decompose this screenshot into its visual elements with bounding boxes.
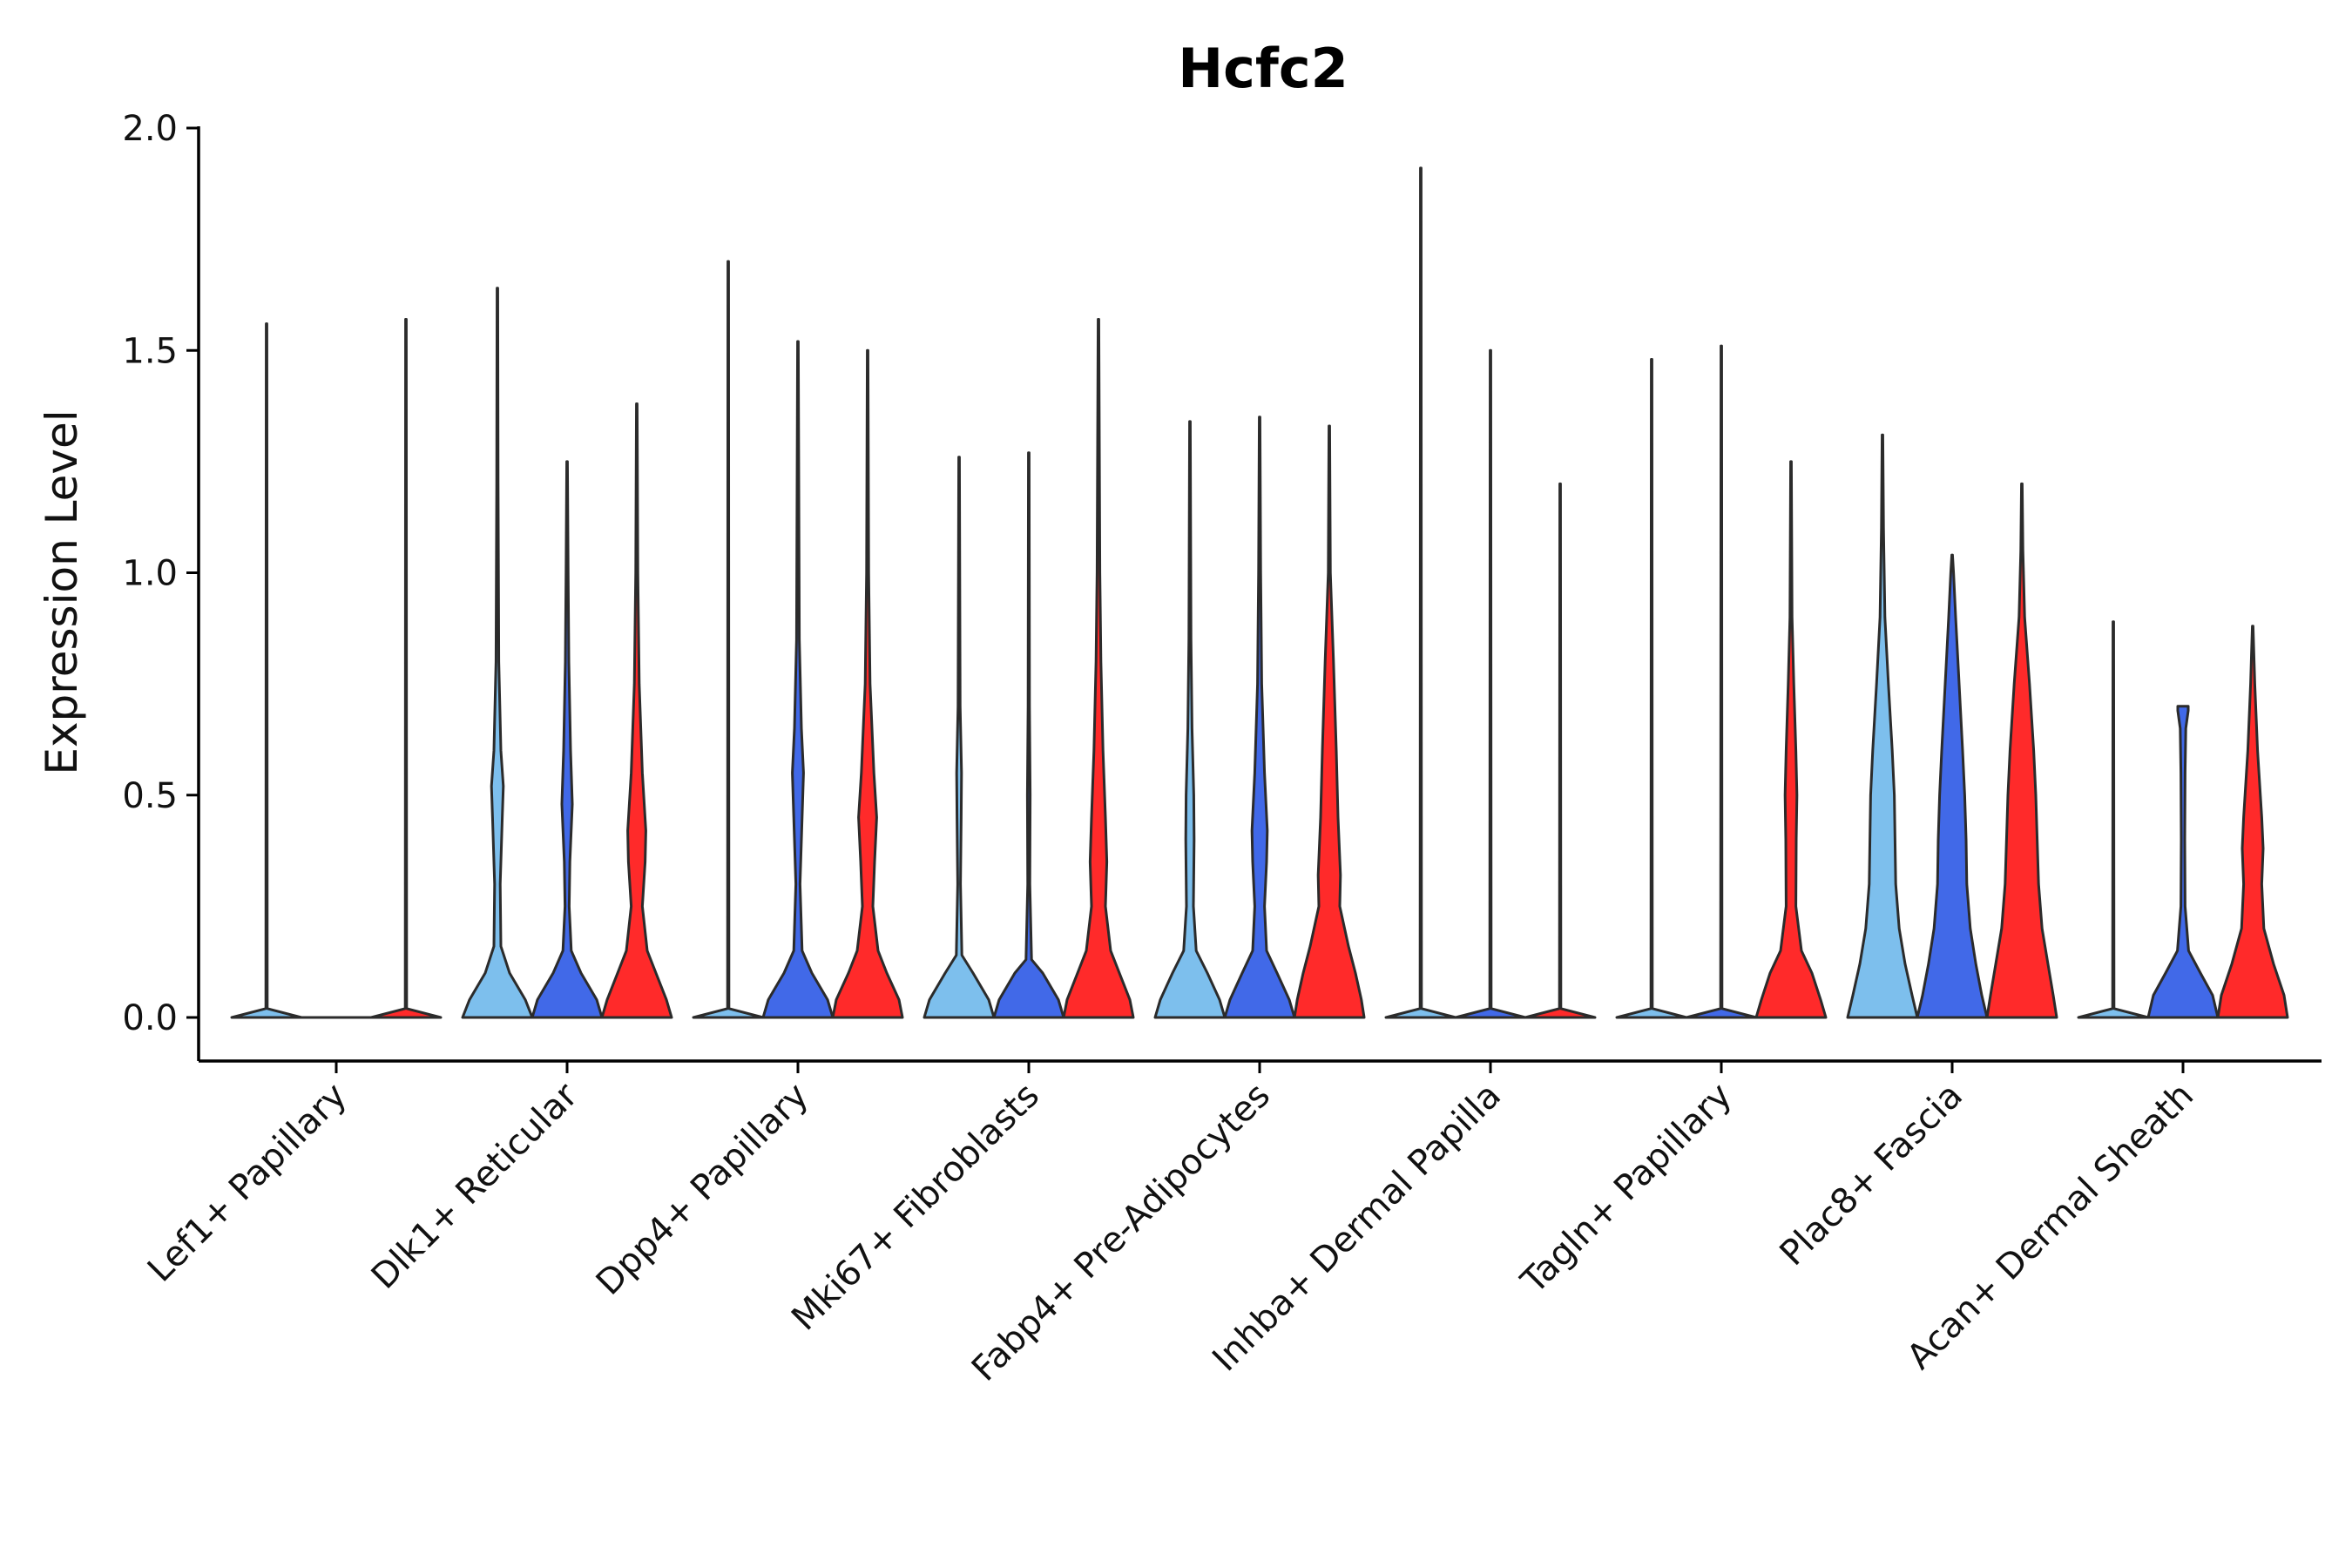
violin-mark	[1454, 348, 1527, 1019]
violin-group	[2077, 620, 2289, 1019]
violin-mark	[692, 260, 765, 1019]
violin-mark	[1754, 460, 1828, 1019]
violin-mark	[600, 402, 673, 1019]
violin-mark	[1524, 482, 1597, 1019]
y-tick-label: 1.5	[122, 331, 178, 371]
violin-group	[230, 318, 443, 1019]
y-axis-label: Expression Level	[37, 409, 87, 774]
violin-mark	[1153, 420, 1227, 1019]
violin-mark	[1985, 482, 2058, 1019]
violin-mark	[531, 460, 604, 1019]
violin-mark	[1846, 433, 1919, 1019]
violin-mark	[1916, 553, 1989, 1019]
violin-mark	[992, 451, 1065, 1019]
x-tick-label: Dlk1+ Reticular	[364, 1075, 586, 1297]
violin-group	[461, 287, 673, 1019]
violin-mark	[831, 348, 904, 1019]
violin-mark	[1223, 416, 1296, 1019]
violin-mark	[2146, 705, 2220, 1019]
violin-group	[923, 318, 1135, 1019]
violin-group	[1153, 416, 1366, 1019]
violin-group	[692, 260, 904, 1019]
violin-mark	[1062, 318, 1135, 1019]
violin-group	[1615, 344, 1828, 1019]
y-tick-label: 0.0	[122, 998, 178, 1038]
violin-mark	[2077, 620, 2150, 1019]
x-tick-label: Tagln+ Papillary	[1513, 1076, 1740, 1302]
violin-mark	[2216, 625, 2289, 1019]
violin-mark	[230, 322, 303, 1019]
y-tick-label: 1.0	[122, 554, 178, 594]
violin-mark	[1685, 344, 1758, 1019]
violin-mark	[923, 456, 996, 1019]
violin-mark	[1384, 166, 1457, 1019]
x-tick-label: Lef1+ Papillary	[140, 1076, 355, 1290]
y-tick-label: 0.5	[122, 776, 178, 816]
y-tick-label: 2.0	[122, 109, 178, 149]
violins-layer	[230, 166, 2289, 1019]
x-tick-label: Mki67+ Fibroblasts	[784, 1076, 1047, 1339]
violin-mark	[761, 340, 835, 1019]
violin-mark	[1615, 358, 1688, 1019]
x-tick-label: Dpp4+ Papillary	[589, 1076, 816, 1303]
violin-group	[1846, 433, 2058, 1019]
violin-group	[1384, 166, 1597, 1019]
axes-layer: 0.0 0.5 1.0 1.5 2.0 Lef1+ Papillary Dlk1+ Reti…	[122, 109, 2322, 1389]
violin-mark	[369, 318, 443, 1019]
chart-title: Hcfc2	[1178, 37, 1348, 100]
violin-mark	[1293, 424, 1366, 1019]
x-tick-label: Plac8+ Fascia	[1773, 1076, 1971, 1274]
violin-mark	[461, 287, 534, 1019]
